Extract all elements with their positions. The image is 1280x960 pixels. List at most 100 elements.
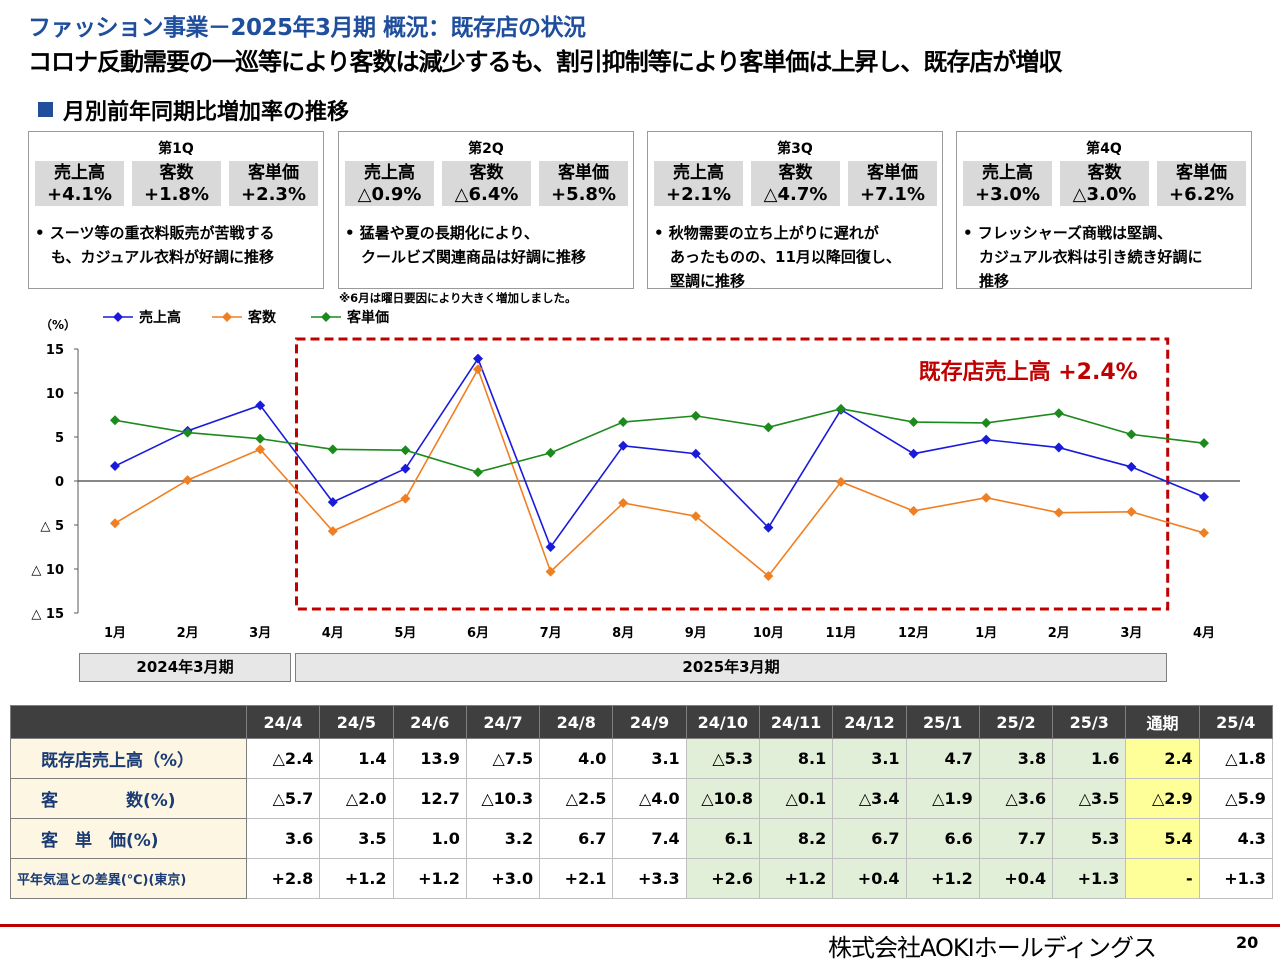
table-cell: +2.8: [245, 858, 321, 899]
row-label: 客 数(%): [10, 778, 247, 819]
data-point-marker: [981, 417, 992, 428]
table-cell: △5.3: [685, 738, 760, 779]
table-cell: 2.4: [1125, 738, 1200, 779]
kpi-label: 売上高: [982, 163, 1033, 183]
kpi-sales: 売上高 +2.1%: [654, 161, 743, 206]
kpi-value: +1.8%: [143, 184, 209, 205]
table-cell: △2.9: [1125, 778, 1200, 819]
page-number: 20: [1236, 933, 1259, 952]
kpi-value: +4.1%: [46, 184, 112, 205]
kpi-value: +7.1%: [859, 184, 925, 205]
y-tick-label: 10: [46, 387, 64, 402]
data-point-marker: [400, 463, 411, 474]
kpi-label: 客数: [1087, 163, 1122, 183]
table-cell: 6.1: [685, 818, 760, 859]
table-cell: +2.1: [539, 858, 614, 899]
kpi-label: 売上高: [364, 163, 415, 183]
kpi-label: 客数: [469, 163, 504, 183]
y-tick-label: △ 5: [40, 519, 64, 534]
column-header: 24/12: [832, 705, 907, 739]
table-cell: △1.8: [1198, 738, 1273, 779]
table-cell: 13.9: [392, 738, 467, 779]
column-header: 25/1: [905, 705, 980, 739]
row-label: 既存店売上高（%）: [10, 738, 247, 779]
note-line: も、カジュアル衣料が好調に推移: [51, 248, 275, 266]
data-point-marker: [836, 476, 846, 487]
legend-diamond-marker: [113, 312, 123, 322]
note-line: あったものの、11月以降回復し、: [670, 248, 901, 266]
series-line: [114, 408, 1205, 474]
column-header: 24/6: [392, 705, 467, 739]
data-point-marker: [618, 498, 629, 508]
kpi-label: 客数: [778, 163, 813, 183]
kpi-value: △6.4%: [454, 184, 519, 205]
legend-label: 客数: [247, 309, 277, 326]
y-tick-label: △ 15: [31, 607, 64, 622]
data-point-marker: [981, 492, 992, 503]
data-point-marker: [182, 427, 193, 438]
note-line: クールビズ関連商品は好調に推移: [361, 248, 587, 266]
x-tick-label: 5月: [394, 626, 416, 641]
kpi-value: △0.9%: [357, 184, 422, 205]
table-cell: 3.2: [465, 818, 541, 859]
data-point-marker: [182, 475, 193, 486]
square-bullet-icon: [38, 102, 53, 117]
x-tick-label: 4月: [1193, 626, 1215, 641]
x-tick-label: 4月: [322, 626, 344, 641]
x-tick-label: 3月: [249, 626, 271, 641]
note-line: 推移: [979, 272, 1010, 290]
data-point-marker: [110, 415, 120, 426]
column-header: 24/9: [612, 705, 687, 739]
row-label: 客 単 価(%): [10, 818, 247, 859]
data-point-marker: [110, 518, 120, 529]
table-cell: 5.4: [1125, 818, 1200, 859]
data-point-marker: [473, 353, 483, 364]
data-point-marker: [473, 467, 483, 478]
column-header: 通期: [1125, 705, 1200, 739]
table-cell: 7.7: [978, 818, 1054, 859]
legend-label: 売上高: [139, 309, 181, 326]
data-point-marker: [545, 542, 556, 552]
y-tick-label: 0: [55, 475, 64, 490]
table-cell: △2.0: [319, 778, 394, 819]
table-row: 客 単 価(%) 3.6 3.5 1.0 3.2 6.7 7.4 6.1 8.2 6.7 6.6 7.…: [10, 818, 1273, 859]
column-header: 25/4: [1198, 705, 1273, 739]
quarter-box-q1: 第1Q 売上高 +4.1% 客数 +1.8% 客単価 +2.3% • スーツ等の重衣料…: [28, 131, 324, 289]
x-tick-label: 1月: [975, 626, 997, 641]
data-point-marker: [255, 444, 266, 455]
data-point-marker: [327, 526, 338, 537]
table-cell: 4.7: [905, 738, 980, 779]
column-header: 24/4: [245, 705, 321, 739]
kpi-label: 客単価: [867, 163, 918, 183]
data-point-marker: [473, 364, 483, 375]
table-cell: 6.6: [905, 818, 980, 859]
quarter-note: • フレッシャーズ商戦は堅調、 カジュアル衣料は引き続き好調に 推移: [963, 221, 1247, 293]
x-tick-label: 10月: [753, 626, 784, 641]
data-point-marker: [255, 433, 266, 444]
data-point-marker: [110, 461, 120, 472]
table-cell: 3.5: [319, 818, 394, 859]
kpi-unit-price: 客単価 +5.8%: [539, 161, 628, 206]
table-row: 既存店売上高（%） △2.4 1.4 13.9 △7.5 4.0 3.1 △5.3 8.1 3.1…: [10, 738, 1273, 779]
data-point-marker: [908, 417, 919, 428]
table-cell: △2.4: [245, 738, 321, 779]
data-point-marker: [1126, 506, 1137, 517]
column-header: 24/10: [685, 705, 760, 739]
data-point-marker: [1053, 408, 1064, 419]
data-point-marker: [763, 522, 774, 533]
data-point-marker: [1053, 442, 1064, 453]
data-point-marker: [690, 448, 701, 459]
kpi-value: +5.8%: [550, 184, 616, 205]
row-label: 平年気温との差異(℃)(東京): [10, 858, 247, 899]
kpi-customers: 客数 △6.4%: [442, 161, 531, 206]
series-line: [114, 367, 1205, 578]
note-line: • 秋物需要の立ち上がりに遅れが: [654, 224, 879, 242]
table-cell: 3.8: [978, 738, 1054, 779]
y-tick-label: 15: [46, 343, 64, 358]
table-cell: +1.3: [1198, 858, 1273, 899]
table-cell: △10.8: [685, 778, 760, 819]
table-cell: 4.0: [539, 738, 614, 779]
page-subtitle: コロナ反動需要の一巡等により客数は減少するも、割引抑制等により客単価は上昇し、既…: [28, 48, 1062, 76]
table-cell: 1.4: [319, 738, 394, 779]
note-line: 堅調に推移: [670, 272, 746, 290]
